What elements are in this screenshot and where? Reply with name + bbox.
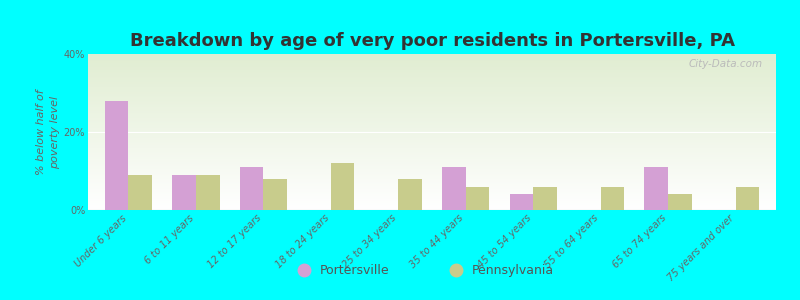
Bar (601, 187, 624, 210)
Title: Breakdown by age of very poor residents in Portersville, PA: Breakdown by age of very poor residents … (130, 32, 734, 50)
Bar (240, 167, 263, 210)
Bar (645, 167, 668, 210)
Text: City-Data.com: City-Data.com (688, 59, 762, 69)
Bar (510, 194, 533, 210)
Bar (263, 179, 287, 210)
Bar (172, 175, 196, 210)
Bar (398, 179, 422, 210)
Text: Pennsylvania: Pennsylvania (472, 264, 554, 277)
Bar (533, 187, 557, 210)
Bar (442, 167, 466, 210)
Bar (735, 187, 759, 210)
Y-axis label: % below half of
poverty level: % below half of poverty level (35, 89, 59, 175)
Text: Portersville: Portersville (320, 264, 390, 277)
Bar (129, 175, 152, 210)
Bar (331, 163, 354, 210)
Bar (196, 175, 219, 210)
Bar (105, 101, 129, 210)
Bar (466, 187, 490, 210)
Bar (668, 194, 692, 210)
